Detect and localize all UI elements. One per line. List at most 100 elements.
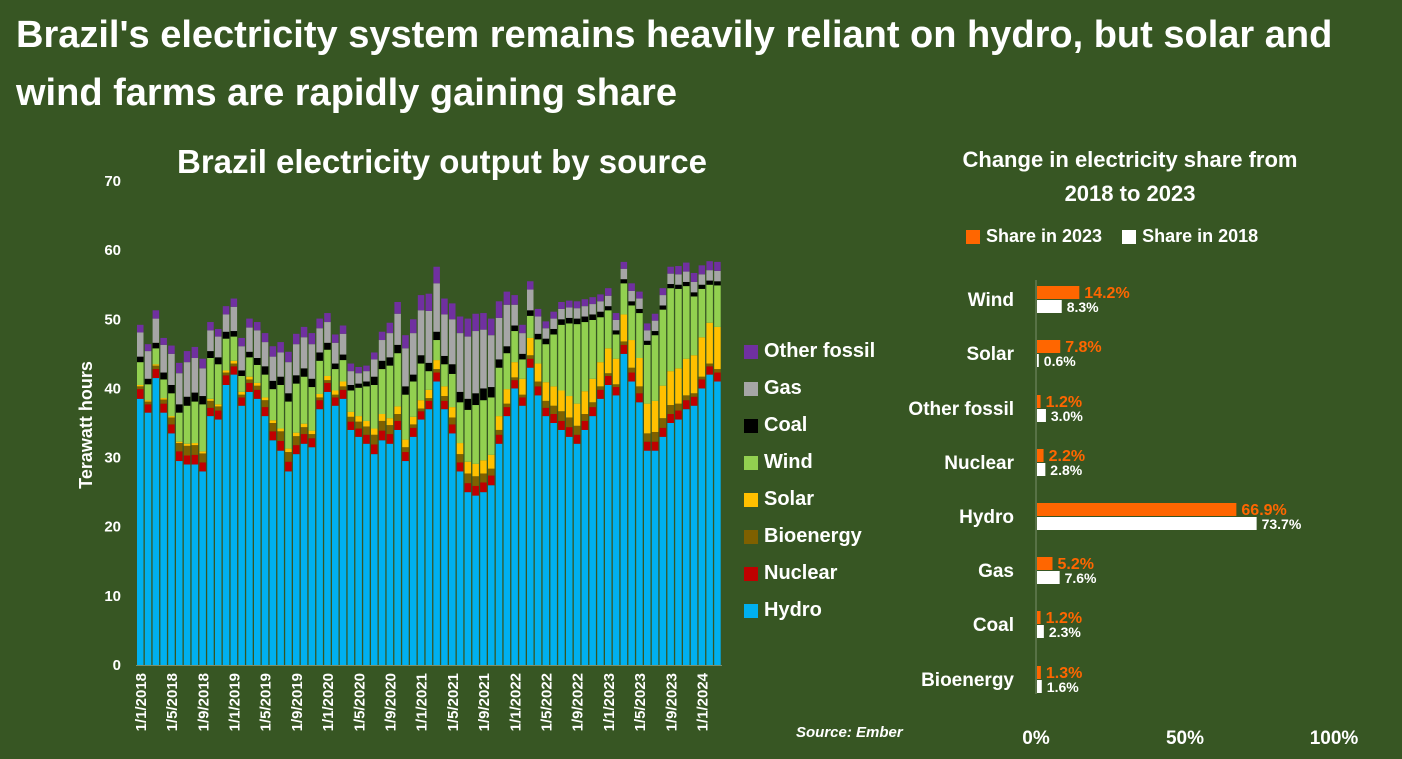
bar-gas — [183, 362, 191, 397]
bar-gas — [144, 351, 152, 379]
bar-solar — [667, 371, 674, 406]
bar-other-fossil — [316, 318, 323, 329]
bar-hydro — [597, 398, 604, 665]
legend-label: Bioenergy — [764, 525, 862, 547]
bar-bioenergy — [371, 434, 378, 445]
y-tick-label: 40 — [104, 380, 121, 397]
bar-gas — [511, 304, 518, 326]
x-tick-label: 1/5/2018 — [164, 673, 181, 731]
bar-coal — [534, 333, 542, 340]
bar-nuclear — [542, 407, 550, 417]
bar-nuclear — [246, 382, 253, 392]
bar-solar — [410, 416, 417, 425]
x-tick-label: 1/9/2022 — [570, 673, 587, 731]
bar-wind — [566, 323, 573, 397]
bar-nuclear — [534, 386, 542, 396]
bar-bioenergy — [355, 421, 362, 429]
bar-wind — [137, 362, 144, 385]
bar-wind — [394, 353, 401, 407]
bar-solar — [152, 364, 160, 366]
bar-gas — [363, 371, 370, 382]
bar-bioenergy — [573, 425, 581, 435]
bar-wind — [706, 284, 713, 323]
data-label-2018: 1.6% — [1047, 679, 1079, 695]
bar-nuclear — [597, 389, 604, 399]
bar-solar — [324, 375, 331, 381]
category-label: Nuclear — [944, 453, 1014, 474]
bar-solar — [417, 400, 425, 409]
bar-hydro — [675, 419, 682, 665]
bar-solar — [230, 360, 238, 364]
bar-hydro — [308, 447, 316, 665]
bar-nuclear — [183, 455, 191, 465]
bar-gas — [683, 271, 690, 282]
bar-solar — [651, 400, 659, 432]
legend-swatch — [744, 529, 758, 544]
data-label-2023: 1.3% — [1046, 665, 1082, 682]
bar-solar — [339, 381, 347, 387]
bar-gas — [355, 373, 362, 384]
bar-bioenergy — [378, 420, 386, 431]
bar-nuclear — [456, 462, 464, 472]
y-tick-label: 50 — [104, 311, 121, 328]
bar-nuclear — [620, 344, 628, 354]
bar-bioenergy — [519, 394, 526, 398]
bar-coal — [222, 331, 230, 339]
bar-other-fossil — [222, 306, 230, 315]
bar-coal — [378, 360, 386, 370]
bar-nuclear — [363, 434, 370, 444]
bar-solar — [238, 391, 245, 395]
bar-gas — [316, 328, 323, 353]
bar-hydro — [690, 405, 698, 665]
x-tick-label: 1/9/2021 — [476, 673, 493, 731]
bar-hydro — [433, 381, 440, 665]
bar-other-fossil — [308, 333, 316, 345]
bar-wind — [573, 324, 581, 404]
bar-other-fossil — [417, 295, 425, 311]
bar-other-fossil — [651, 313, 659, 321]
bar-wind — [160, 379, 167, 399]
bar-coal — [285, 393, 292, 402]
bar-solar — [706, 322, 713, 364]
bar-wind — [550, 334, 557, 387]
bar-other-fossil — [690, 272, 698, 282]
bar-nuclear — [706, 366, 713, 375]
bar-nuclear — [558, 420, 565, 430]
bar-nuclear — [402, 452, 409, 462]
bar-nuclear — [144, 404, 152, 413]
bar-nuclear — [519, 397, 526, 406]
bar-solar — [612, 358, 620, 385]
bar-other-fossil — [620, 261, 628, 269]
bar-bioenergy — [449, 417, 456, 425]
bar-bioenergy — [324, 380, 331, 383]
bar-nuclear — [316, 400, 323, 410]
bar-other-fossil — [550, 311, 557, 319]
bar-other-fossil — [176, 362, 183, 374]
category-label: Coal — [973, 615, 1014, 636]
bar-other-fossil — [464, 318, 472, 337]
bar-hydro — [347, 429, 355, 665]
bar-other-fossil — [519, 324, 526, 334]
legend-share-2023: Share in 2023 — [966, 226, 1102, 247]
bar-solar — [675, 368, 682, 404]
bar-wind — [651, 335, 659, 401]
bar-gas — [480, 329, 487, 389]
bar-wind — [667, 288, 674, 372]
bar-gas — [324, 322, 331, 343]
bar-bioenergy — [269, 423, 277, 432]
bar-hydro — [503, 416, 511, 665]
data-label-2018: 2.8% — [1050, 462, 1082, 478]
bar-coal — [316, 352, 323, 361]
bar-coal — [137, 356, 144, 363]
bar-gas — [449, 319, 456, 365]
bar-bioenergy — [636, 386, 643, 394]
bar-gas — [495, 317, 503, 360]
legend-label-2023: Share in 2023 — [986, 226, 1103, 246]
bar-solar — [285, 448, 292, 453]
bar-solar — [464, 461, 472, 474]
bar-hydro — [261, 416, 269, 665]
bar-gas — [628, 290, 635, 302]
bar-other-fossil — [277, 342, 284, 353]
bar-other-fossil — [472, 313, 479, 332]
bar-coal — [254, 358, 261, 365]
